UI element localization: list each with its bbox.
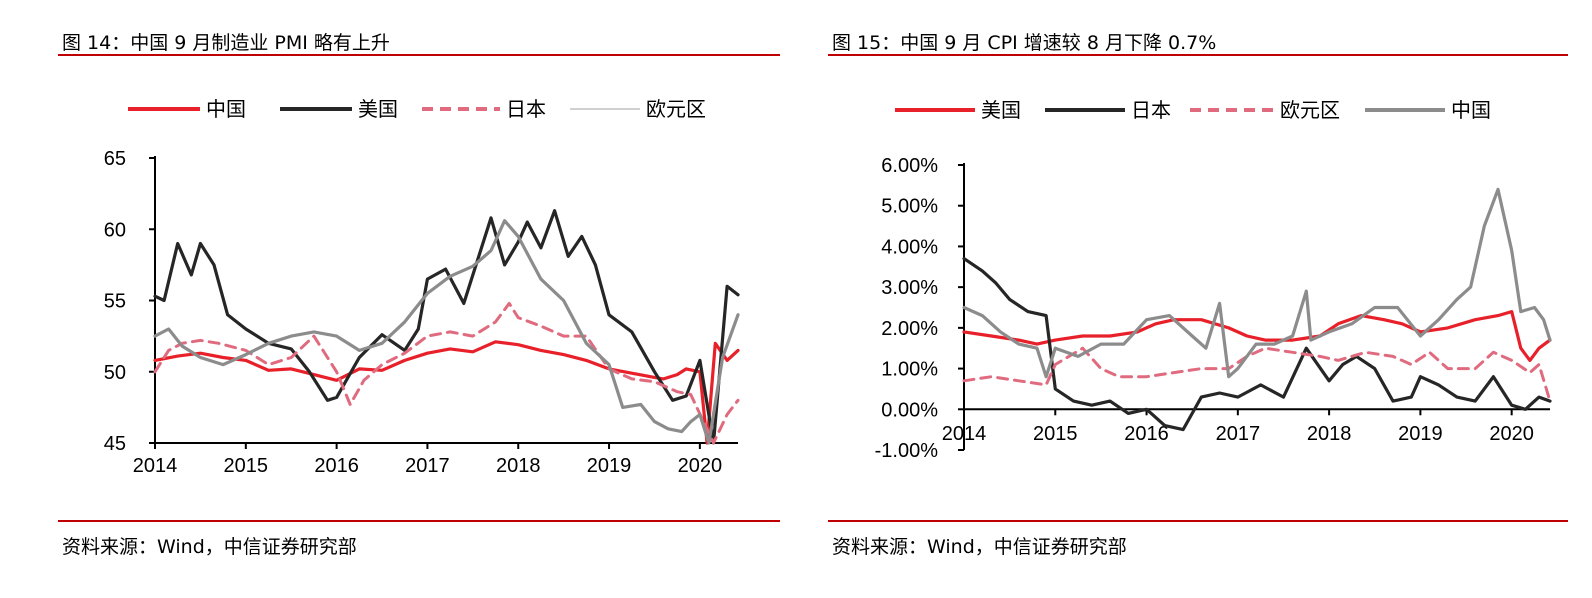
title-divider <box>828 54 1568 56</box>
y-tick-label: 0.00% <box>881 399 938 421</box>
legend-item: 欧元区 <box>570 97 706 121</box>
source-note: 资料来源：Wind，中信证券研究部 <box>832 536 1127 558</box>
x-tick-label: 2014 <box>133 455 178 477</box>
figure-title: 图 14：中国 9 月制造业 PMI 略有上升 <box>62 32 390 54</box>
y-tick-label: 4.00% <box>881 236 938 258</box>
legend-item: 美国 <box>895 98 1021 122</box>
legend-item: 美国 <box>280 97 398 121</box>
legend-item: 日本 <box>1045 98 1171 122</box>
series-line-3 <box>153 301 740 445</box>
legend-item: 日本 <box>422 97 546 121</box>
figure-15-panel: 图 15：中国 9 月 CPI 增速较 8 月下降 0.7% 美国 日本 欧元区 中国… <box>820 0 1592 598</box>
y-tick-label: 55 <box>104 291 126 313</box>
series-line-2 <box>962 257 1552 432</box>
y-tick-label: 6.00% <box>881 155 938 177</box>
legend-item: 中国 <box>1365 98 1491 122</box>
series-line-1 <box>153 340 740 445</box>
x-tick-label: 2015 <box>224 455 269 477</box>
title-divider <box>58 54 780 56</box>
y-tick-label: 3.00% <box>881 277 938 299</box>
x-tick-label: 2014 <box>942 423 987 445</box>
legend-label: 日本 <box>506 97 546 121</box>
y-tick-label: 50 <box>104 362 126 384</box>
source-divider <box>58 520 780 522</box>
x-tick-label: 2020 <box>1489 423 1534 445</box>
x-tick-label: 2017 <box>1216 423 1261 445</box>
series-line-4 <box>962 187 1552 379</box>
x-tick-label: 2019 <box>1398 423 1443 445</box>
legend-label: 欧元区 <box>646 97 706 121</box>
source-divider <box>828 520 1568 522</box>
series-line-3 <box>962 346 1552 403</box>
y-tick-label: 60 <box>104 219 126 241</box>
x-tick-label: 2015 <box>1033 423 1078 445</box>
legend-label: 欧元区 <box>1280 98 1340 122</box>
y-tick-label: -1.00% <box>875 440 939 462</box>
x-tick-label: 2018 <box>496 455 541 477</box>
figure-title: 图 15：中国 9 月 CPI 增速较 8 月下降 0.7% <box>832 32 1217 54</box>
y-tick-label: 65 <box>104 148 126 170</box>
cpi-line-chart: 美国 日本 欧元区 中国 6.00% 5.00% 4.00% 3.00% 2.00% 1.00% 0… <box>875 98 1552 462</box>
y-tick-label: 2.00% <box>881 318 938 340</box>
legend-item: 中国 <box>128 97 246 121</box>
pmi-line-chart: 中国 美国 日本 欧元区 65 60 55 50 45 2014 2015 2016 2017 2018 2… <box>104 97 740 477</box>
legend-label: 中国 <box>1451 98 1491 122</box>
legend-label: 美国 <box>358 97 398 121</box>
y-tick-label: 5.00% <box>881 196 938 218</box>
series-line-4 <box>153 219 740 445</box>
legend-label: 日本 <box>1131 98 1171 122</box>
y-tick-label: 1.00% <box>881 359 938 381</box>
source-note: 资料来源：Wind，中信证券研究部 <box>62 536 357 558</box>
x-tick-label: 2016 <box>314 455 359 477</box>
legend-label: 中国 <box>206 97 246 121</box>
x-tick-label: 2016 <box>1124 423 1169 445</box>
series-line-2 <box>153 209 740 445</box>
figure-14-panel: 图 14：中国 9 月制造业 PMI 略有上升 中国 美国 日本 欧元区 65 60 55 5… <box>58 32 780 558</box>
legend-label: 美国 <box>981 98 1021 122</box>
x-tick-label: 2018 <box>1307 423 1352 445</box>
legend-item: 欧元区 <box>1190 98 1340 122</box>
series-line-1 <box>962 310 1552 362</box>
x-tick-label: 2019 <box>587 455 632 477</box>
x-tick-label: 2017 <box>405 455 450 477</box>
x-tick-label: 2020 <box>678 455 723 477</box>
y-tick-label: 45 <box>104 433 126 455</box>
